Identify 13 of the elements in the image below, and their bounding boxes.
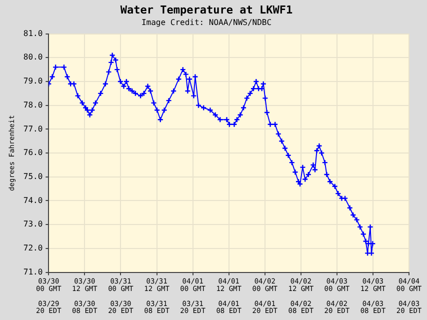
y-tick-label: 76.0 — [23, 148, 43, 158]
chart-title: Water Temperature at LKWF1 — [120, 3, 293, 16]
y-tick-label: 72.0 — [23, 243, 43, 252]
y-tick-label: 78.0 — [23, 100, 43, 110]
y-tick-label: 74.0 — [23, 196, 43, 205]
y-tick-label: 81.0 — [23, 28, 43, 38]
y-tick-label: 77.0 — [23, 124, 43, 134]
y-tick-label: 80.0 — [23, 52, 43, 62]
y-tick-label: 79.0 — [23, 76, 43, 86]
chart-subtitle: Image Credit: NOAA/NWS/NDBC — [141, 18, 272, 28]
y-tick-label: 71.0 — [23, 267, 43, 276]
y-tick-label: 75.0 — [23, 172, 43, 181]
y-tick-label: 73.0 — [23, 220, 43, 229]
